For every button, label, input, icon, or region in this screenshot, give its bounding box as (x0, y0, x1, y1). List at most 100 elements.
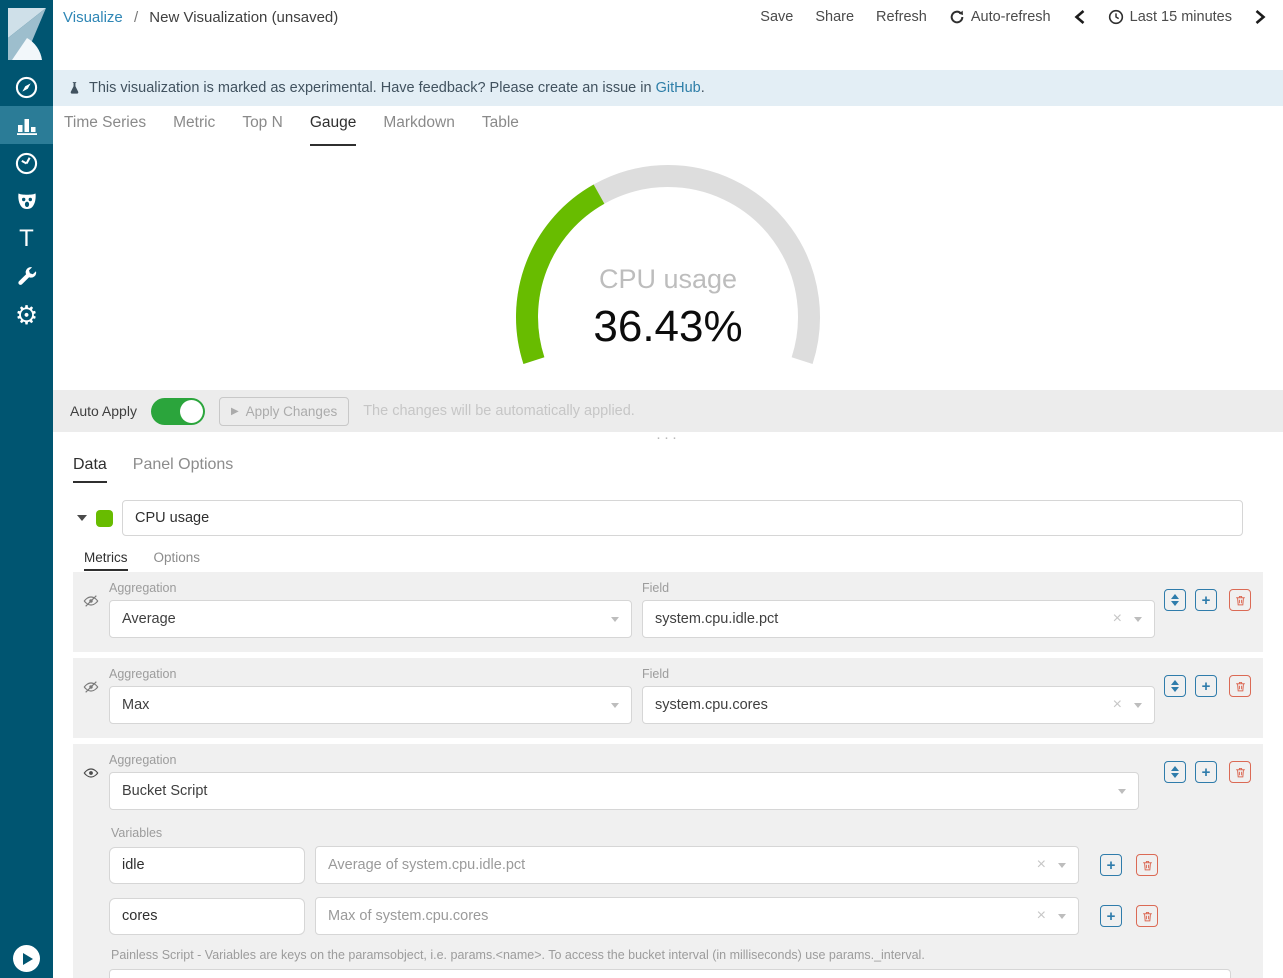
chevron-right-icon (1255, 10, 1266, 24)
delete-metric-button[interactable] (1229, 589, 1251, 611)
eye-slash-icon (83, 681, 99, 693)
reorder-metric-button[interactable] (1164, 589, 1186, 611)
tab-table[interactable]: Table (481, 114, 519, 131)
delete-variable-button[interactable] (1136, 905, 1158, 927)
nav-apm[interactable]: T (0, 220, 53, 258)
time-picker-button[interactable]: Last 15 minutes (1108, 9, 1232, 25)
viz-type-tabs: Time Series Metric Top N Gauge Markdown … (53, 106, 1283, 146)
tab-gauge[interactable]: Gauge (309, 114, 357, 146)
variable-name-input[interactable] (109, 897, 305, 935)
metric-rows: Aggregation Average Field system.cpu.idl… (73, 572, 1263, 978)
header-actions: Save Share Refresh Auto-refresh (760, 9, 1267, 25)
variable-metric-select[interactable]: Average of system.cpu.idle.pct × (315, 846, 1079, 884)
metric-row-max: Aggregation Max Field system.cpu.cores (73, 658, 1263, 738)
delete-metric-button[interactable] (1229, 761, 1251, 783)
variables-label: Variables (111, 826, 163, 840)
metric-visibility[interactable] (83, 667, 109, 724)
painless-script-input[interactable]: params.idle > 0.2 (params.cores - params… (109, 969, 1231, 978)
tab-options[interactable]: Options (153, 550, 201, 565)
nav-discover[interactable] (0, 68, 53, 106)
refresh-icon (950, 10, 964, 24)
chevron-down-icon (1118, 788, 1126, 794)
field-label: Field (642, 581, 670, 595)
variable-row: Average of system.cpu.idle.pct × + (109, 846, 1251, 884)
series-collapse-caret[interactable] (77, 515, 87, 521)
editor-tabs: Data Panel Options (73, 448, 1263, 483)
nav-timelion[interactable] (0, 144, 53, 182)
gauge-value: 36.43% (593, 302, 742, 351)
variable-metric-select[interactable]: Max of system.cpu.cores × (315, 897, 1079, 935)
tab-top-n[interactable]: Top N (242, 114, 283, 131)
auto-apply-toggle[interactable] (150, 397, 205, 425)
clock-small-icon (1108, 9, 1123, 25)
add-variable-button[interactable]: + (1100, 854, 1122, 876)
auto-refresh-button[interactable]: Auto-refresh (949, 9, 1051, 25)
tab-panel-options[interactable]: Panel Options (132, 456, 234, 473)
kibana-logo[interactable] (0, 0, 53, 68)
gauge-chart: CPU usage 36.43% (516, 165, 820, 364)
wrench-icon (17, 267, 36, 285)
time-back-button[interactable] (1073, 9, 1086, 25)
save-button[interactable]: Save (760, 9, 794, 25)
aggregation-select[interactable]: Max (109, 686, 632, 724)
top-header: Visualize / New Visualization (unsaved) … (53, 0, 1283, 70)
tab-time-series[interactable]: Time Series (64, 114, 147, 131)
clear-icon[interactable]: × (1112, 610, 1122, 627)
main-content: Visualize / New Visualization (unsaved) … (53, 0, 1283, 978)
panel-resize-handle[interactable]: ··· (656, 432, 680, 446)
variable-name-input[interactable] (109, 846, 305, 884)
nav-management[interactable]: ⚙ (0, 296, 53, 334)
clear-icon[interactable]: × (1036, 856, 1046, 873)
nav-monitoring[interactable] (0, 182, 53, 220)
delete-metric-button[interactable] (1229, 675, 1251, 697)
chevron-left-icon (1074, 10, 1084, 24)
eye-slash-icon (83, 595, 99, 607)
flask-icon (70, 82, 79, 94)
banner-text: This visualization is marked as experime… (89, 80, 705, 96)
time-forward-button[interactable] (1254, 9, 1267, 25)
variable-row: Max of system.cpu.cores × + (109, 897, 1251, 935)
apply-changes-button[interactable]: ▶ Apply Changes (218, 396, 350, 426)
series-color-swatch[interactable] (96, 509, 113, 527)
tab-data[interactable]: Data (73, 456, 107, 483)
kibana-logo-icon (7, 8, 46, 60)
tab-markdown[interactable]: Markdown (383, 114, 455, 131)
field-select[interactable]: system.cpu.idle.pct × (642, 600, 1155, 638)
plus-icon: + (1201, 763, 1211, 781)
aggregation-label: Aggregation (109, 667, 177, 681)
series-label-input[interactable] (122, 500, 1243, 536)
refresh-button[interactable]: Refresh (876, 9, 927, 25)
tab-metrics[interactable]: Metrics (84, 550, 128, 571)
sidebar: T ⚙ (0, 0, 53, 978)
nav-dev-tools[interactable] (0, 258, 53, 296)
reorder-metric-button[interactable] (1164, 675, 1186, 697)
metric-row-average: Aggregation Average Field system.cpu.idl… (73, 572, 1263, 652)
clear-icon[interactable]: × (1112, 696, 1122, 713)
add-metric-button[interactable]: + (1195, 675, 1217, 697)
sort-icon (1171, 766, 1179, 778)
trash-icon (1235, 767, 1245, 777)
aggregation-select[interactable]: Bucket Script (109, 772, 1139, 810)
gauge-visualization: CPU usage 36.43% (53, 146, 1283, 390)
add-metric-button[interactable]: + (1195, 761, 1217, 783)
expand-nav-button[interactable] (13, 945, 40, 972)
share-button[interactable]: Share (815, 9, 855, 25)
tab-metric[interactable]: Metric (173, 114, 216, 131)
aggregation-select[interactable]: Average (109, 600, 632, 638)
metric-visibility[interactable] (83, 581, 109, 638)
aggregation-label: Aggregation (109, 581, 177, 595)
add-variable-button[interactable]: + (1100, 905, 1122, 927)
nav-visualize[interactable] (0, 106, 53, 144)
add-metric-button[interactable]: + (1195, 589, 1217, 611)
clear-icon[interactable]: × (1036, 907, 1046, 924)
field-select[interactable]: system.cpu.cores × (642, 686, 1155, 724)
reorder-metric-button[interactable] (1164, 761, 1186, 783)
delete-variable-button[interactable] (1136, 854, 1158, 876)
github-link[interactable]: GitHub (655, 80, 701, 96)
eye-icon (83, 768, 99, 778)
bar-chart-icon (16, 119, 37, 135)
metric-visibility[interactable] (83, 753, 109, 978)
metric-row-bucket-script: Aggregation Bucket Script + (73, 744, 1263, 978)
breadcrumb-visualize-link[interactable]: Visualize (63, 9, 123, 26)
